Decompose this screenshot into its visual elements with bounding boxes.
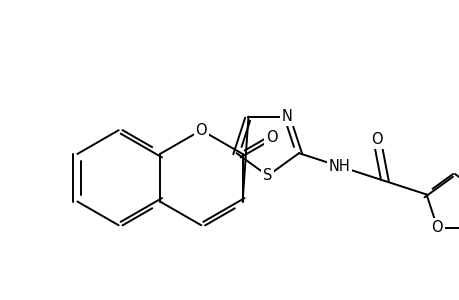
Text: NH: NH [328,159,350,174]
Text: O: O [370,132,382,147]
Text: N: N [281,109,292,124]
Text: S: S [263,168,272,183]
Text: O: O [195,123,207,138]
Text: O: O [265,130,277,145]
Text: O: O [431,220,442,235]
